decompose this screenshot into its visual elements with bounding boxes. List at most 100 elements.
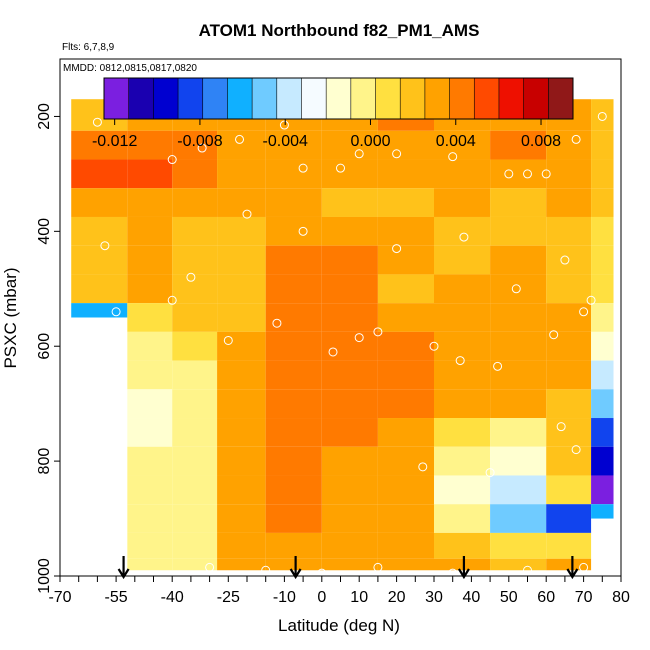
heatmap-cell (217, 418, 266, 447)
x-axis: -70 -55 -40 -25 -10 0 10 20 30 40 50 60 70 80 (48, 575, 630, 606)
sample-point (354, 149, 364, 159)
heatmap-cell (490, 360, 547, 390)
heatmap-cell (172, 216, 218, 246)
heatmap-cell (127, 475, 173, 505)
colorbar-segment (128, 78, 154, 119)
profile-arrow (117, 556, 130, 580)
heatmap-cell (490, 188, 547, 217)
heatmap-cell (127, 446, 173, 476)
sample-point (261, 565, 271, 575)
x-axis-label: Latitude (deg N) (278, 616, 400, 635)
heatmap-cell (377, 216, 434, 246)
y-tick-label: 200 (36, 103, 53, 130)
heatmap-cell (127, 130, 173, 160)
heatmap-cell (172, 245, 218, 275)
heatmap-cell (377, 532, 434, 559)
heatmap-cell (490, 558, 547, 571)
profile-arrows (117, 556, 579, 580)
heatmap-cell (172, 389, 218, 419)
heatmap-cell (546, 389, 592, 419)
heatmap-cell (71, 188, 128, 217)
heatmap-cell (490, 418, 547, 447)
heatmap-cell (434, 245, 491, 275)
heatmap-cell (172, 532, 218, 559)
heatmap-cell (546, 532, 592, 559)
x-tick-label: 20 (388, 589, 406, 606)
heatmap-cell (434, 274, 491, 304)
heatmap-cell (217, 558, 266, 571)
y-axis: 200 400 600 800 1000 (36, 103, 60, 594)
heatmap-cell (434, 558, 491, 571)
heatmap-cell (546, 504, 592, 533)
heatmap-cell (172, 188, 218, 217)
heatmap-cell (490, 159, 547, 189)
colorbar-segment (350, 78, 377, 119)
heatmap-cell (546, 159, 592, 189)
profile-arrow (566, 556, 579, 580)
heatmap-cell (217, 360, 266, 390)
sample-point (586, 295, 596, 305)
heatmap-cell (217, 475, 266, 505)
heatmap-cell (265, 159, 322, 189)
heatmap-cell (591, 274, 614, 304)
heatmap-cell (546, 331, 592, 361)
heatmap-cell (377, 245, 434, 275)
sample-point (373, 327, 383, 337)
y-tick-label: 800 (36, 448, 53, 475)
colorbar-segment (178, 78, 204, 119)
sample-point (167, 295, 177, 305)
heatmap-cell (321, 446, 378, 476)
heatmap-cell (265, 389, 322, 419)
colorbar-segment (424, 78, 451, 119)
heatmap-cell (490, 245, 547, 275)
heatmap-cell (377, 389, 434, 419)
heatmap-cell (265, 188, 322, 217)
heatmap-cell (127, 558, 173, 571)
sample-point (511, 284, 521, 294)
heatmap-cell (434, 418, 491, 447)
y-tick-label: 1000 (36, 558, 53, 594)
heatmap-cell (434, 532, 491, 559)
y-tick-label: 400 (36, 218, 53, 245)
heatmap-cell (265, 331, 322, 361)
heatmap-cell (172, 130, 218, 160)
heatmap-cell (217, 532, 266, 559)
heatmap-cell (434, 188, 491, 217)
sample-point (223, 335, 233, 345)
sample-point (455, 356, 465, 366)
heatmap-cell (591, 504, 614, 519)
heatmap-cell (434, 475, 491, 505)
x-tick-label: 50 (500, 589, 518, 606)
sample-point (272, 318, 282, 328)
profile-arrow (289, 556, 302, 580)
heatmap-cell (265, 360, 322, 390)
colorbar-frame (103, 77, 574, 120)
heatmap-cell (172, 303, 218, 332)
heatmap-cell (217, 504, 266, 533)
heatmap-cell (217, 159, 266, 189)
heatmap-cell (546, 418, 592, 447)
colorbar-tick-label: 0.008 (521, 133, 561, 150)
heatmap-cell (265, 558, 322, 571)
heatmap-cell (377, 188, 434, 217)
heatmap-cell (172, 360, 218, 390)
sample-point (392, 244, 402, 254)
heatmap-cell (591, 159, 614, 189)
sample-point (571, 445, 581, 455)
heatmap-cell (490, 389, 547, 419)
heatmap-cell (591, 245, 614, 275)
x-tick-label: 30 (425, 589, 443, 606)
heatmap-cell (434, 130, 491, 160)
sample-point (448, 152, 458, 162)
sample-point (298, 163, 308, 173)
heatmap-cell (265, 216, 322, 246)
sample-point (549, 330, 559, 340)
heatmap-cell (490, 331, 547, 361)
sample-point (328, 347, 338, 357)
heatmap-cell (591, 446, 614, 476)
heatmap-cell (217, 331, 266, 361)
heatmap-cell (127, 389, 173, 419)
colorbar-segment (523, 78, 549, 119)
heatmap-cell (546, 274, 592, 304)
